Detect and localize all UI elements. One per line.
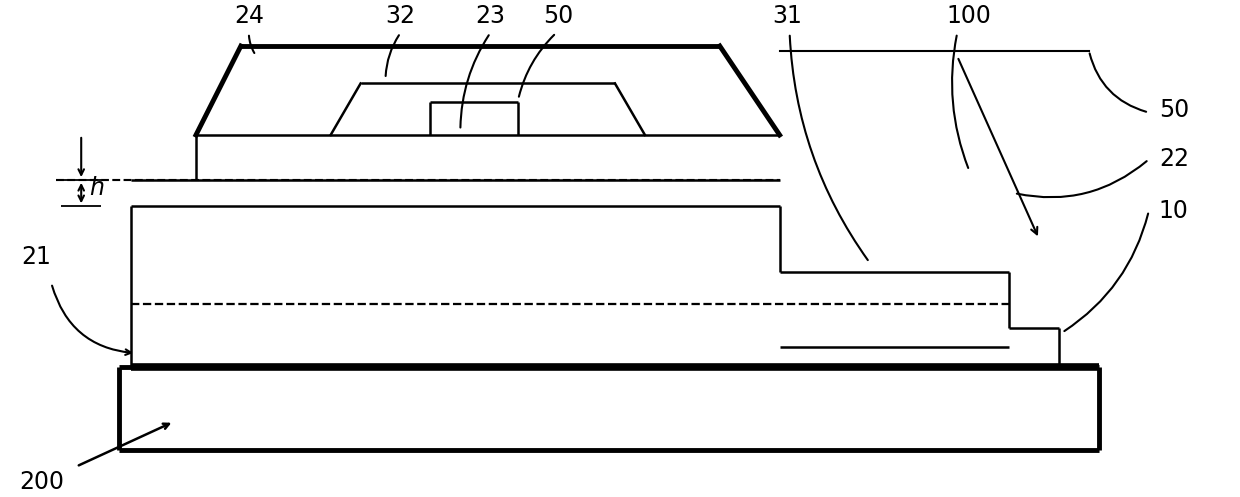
- Text: 10: 10: [1159, 199, 1189, 223]
- Text: 24: 24: [234, 4, 264, 28]
- Text: 31: 31: [773, 4, 802, 28]
- Text: h: h: [89, 176, 104, 200]
- Text: 100: 100: [947, 4, 992, 28]
- Text: 23: 23: [475, 4, 505, 28]
- Text: 21: 21: [21, 245, 51, 269]
- Text: 22: 22: [1159, 147, 1189, 171]
- Text: 50: 50: [543, 4, 573, 28]
- Text: 200: 200: [19, 470, 63, 495]
- Text: 50: 50: [1159, 98, 1189, 122]
- Text: 32: 32: [386, 4, 415, 28]
